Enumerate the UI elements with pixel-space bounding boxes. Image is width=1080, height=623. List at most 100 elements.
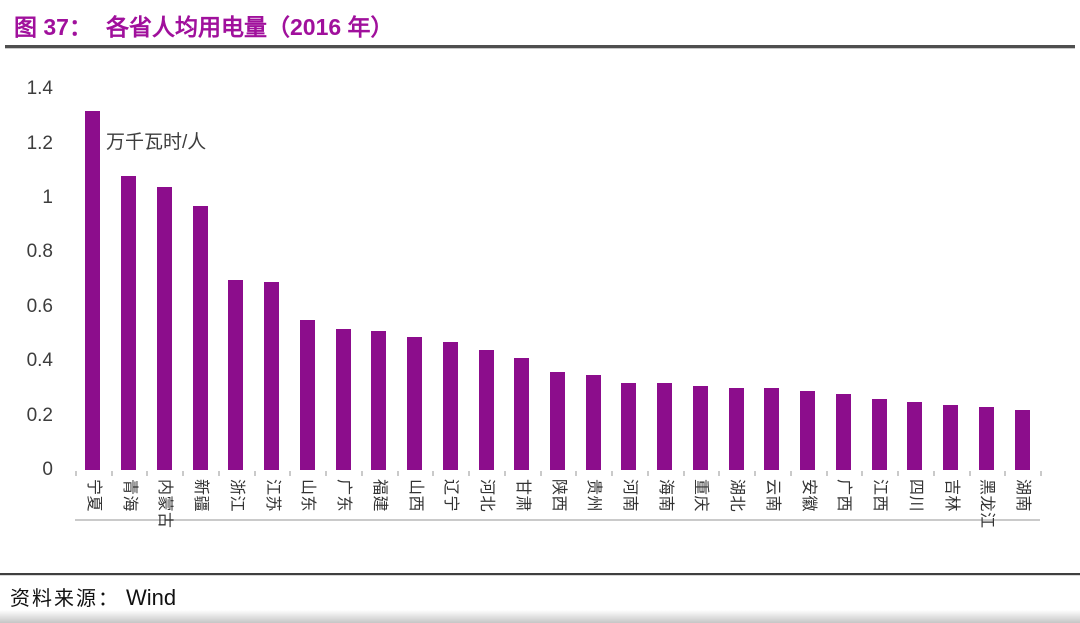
bar <box>728 388 744 470</box>
bar <box>692 385 708 470</box>
x-axis-tick <box>503 471 506 476</box>
bar <box>514 358 530 470</box>
bar <box>907 402 923 470</box>
x-axis-label: 河南 <box>620 479 638 513</box>
x-axis-label: 云南 <box>763 479 781 513</box>
y-axis-tick-label: 0.4 <box>26 350 53 372</box>
x-axis-label: 陕西 <box>549 479 567 513</box>
bar <box>442 342 458 470</box>
x-axis-tick <box>646 471 649 476</box>
footer-divider <box>0 573 1080 576</box>
x-axis-tick <box>182 471 185 476</box>
data-source: 资料来源： Wind <box>10 582 176 611</box>
bar <box>800 391 816 470</box>
x-axis-tick <box>217 471 220 476</box>
y-axis-tick-label: 0.8 <box>26 241 53 263</box>
bar <box>943 404 959 470</box>
x-axis-tick <box>146 471 149 476</box>
x-axis-label: 新疆 <box>192 479 210 513</box>
x-axis-tick <box>432 471 435 476</box>
x-axis-tick <box>897 471 900 476</box>
bar <box>657 382 673 470</box>
x-axis-tick <box>75 471 77 476</box>
x-axis-label: 四川 <box>906 479 924 513</box>
x-axis-label: 海南 <box>656 479 674 513</box>
x-axis-tick <box>718 471 721 476</box>
y-axis-unit-label: 万千瓦时/人 <box>106 132 207 153</box>
x-axis-label: 甘肃 <box>513 479 531 513</box>
title-divider <box>5 45 1075 49</box>
figure-number-label: 图 37： <box>14 14 92 40</box>
bottom-fade <box>0 610 1080 623</box>
bar <box>585 374 601 470</box>
x-axis-tick <box>611 471 614 476</box>
x-axis-label: 浙江 <box>227 479 245 513</box>
y-axis-tick-label: 0.6 <box>26 295 53 317</box>
x-axis-tick <box>682 471 685 476</box>
x-axis-label: 黑龙江 <box>978 479 996 529</box>
bar <box>978 407 994 470</box>
bar <box>228 279 244 470</box>
bar <box>764 388 780 470</box>
bar <box>335 328 351 470</box>
x-axis-label: 青海 <box>120 479 138 513</box>
x-axis-tick <box>1004 471 1007 476</box>
data-source-value: Wind <box>126 585 177 610</box>
x-axis-tick <box>253 471 256 476</box>
x-axis-tick <box>968 471 971 476</box>
y-axis-tick-label: 1.2 <box>26 132 53 154</box>
x-axis-tick <box>110 471 113 476</box>
bar <box>621 382 637 470</box>
x-axis-label: 安徽 <box>799 479 817 513</box>
data-source-prefix: 资料来源： <box>10 588 120 610</box>
x-axis-label: 贵州 <box>585 479 603 513</box>
x-axis-tick <box>360 471 363 476</box>
x-axis-tick <box>861 471 864 476</box>
figure-title-text: 各省人均用电量（2016 年） <box>105 14 394 40</box>
bar-chart: 万千瓦时/人 0 0.2 0.4 0.6 0.8 1 1.2 1.4 宁夏 青海 内蒙古 新疆 浙江 江苏… <box>0 50 1080 570</box>
y-axis-tick-label: 1.4 <box>26 78 53 100</box>
x-axis-label: 山东 <box>299 479 317 513</box>
x-axis-label: 山西 <box>406 479 424 513</box>
x-axis-tick <box>396 471 399 476</box>
bar <box>835 393 851 470</box>
bar <box>478 350 494 470</box>
x-axis-tick <box>754 471 757 476</box>
x-axis-label: 宁夏 <box>84 479 102 513</box>
x-axis-tick <box>539 471 542 476</box>
y-axis-tick-label: 1 <box>42 187 53 208</box>
x-axis-label: 重庆 <box>692 479 710 513</box>
figure-title: 图 37： 各省人均用电量（2016 年） <box>14 8 394 42</box>
x-axis-tick <box>1040 471 1042 476</box>
x-axis-line <box>75 519 1040 521</box>
x-axis-label: 广东 <box>335 479 353 513</box>
bar <box>1014 410 1030 470</box>
y-axis-tick-label: 0.2 <box>26 404 53 426</box>
bar <box>192 206 208 470</box>
x-axis-tick <box>575 471 578 476</box>
x-axis-label: 吉林 <box>942 479 960 513</box>
bar <box>264 282 280 470</box>
x-axis-label: 广西 <box>835 479 853 513</box>
x-axis-tick <box>932 471 935 476</box>
x-axis-label: 福建 <box>370 479 388 513</box>
x-axis-tick <box>825 471 828 476</box>
x-axis-label: 辽宁 <box>442 479 460 513</box>
x-axis-label: 河北 <box>478 479 496 513</box>
bar <box>407 336 423 470</box>
bar <box>121 176 137 470</box>
bar <box>871 399 887 470</box>
x-axis-label: 湖北 <box>728 479 746 513</box>
bar <box>156 187 172 470</box>
x-axis-label: 江西 <box>871 479 889 513</box>
bar <box>299 320 315 470</box>
x-axis-tick <box>468 471 471 476</box>
x-axis-label: 江苏 <box>263 479 281 513</box>
bar <box>371 331 387 470</box>
x-axis-tick <box>789 471 792 476</box>
x-axis-label: 内蒙古 <box>156 479 174 529</box>
x-axis-label: 湖南 <box>1014 479 1032 513</box>
y-axis-tick-label: 0 <box>42 459 53 480</box>
x-axis-tick <box>289 471 292 476</box>
